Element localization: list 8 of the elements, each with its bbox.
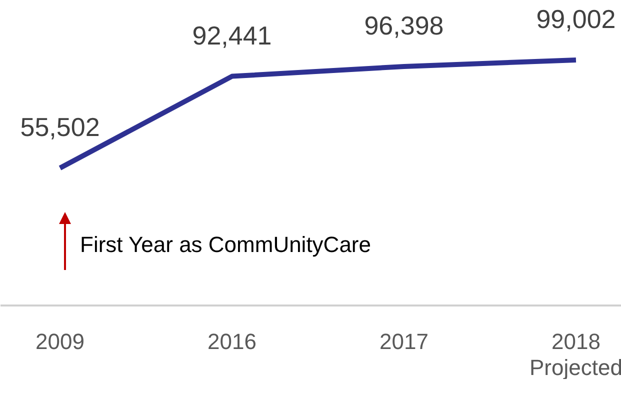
x-tick-label: 2017 (380, 329, 428, 354)
data-label: 92,441 (192, 20, 272, 50)
data-label: 55,502 (20, 112, 100, 142)
data-label: 96,398 (364, 10, 444, 40)
data-label: 99,002 (536, 4, 616, 34)
x-tick-label: 2016 (208, 329, 256, 354)
x-tick-label: 2009 (36, 329, 84, 354)
text: First Year as CommUnityCare (80, 232, 372, 257)
